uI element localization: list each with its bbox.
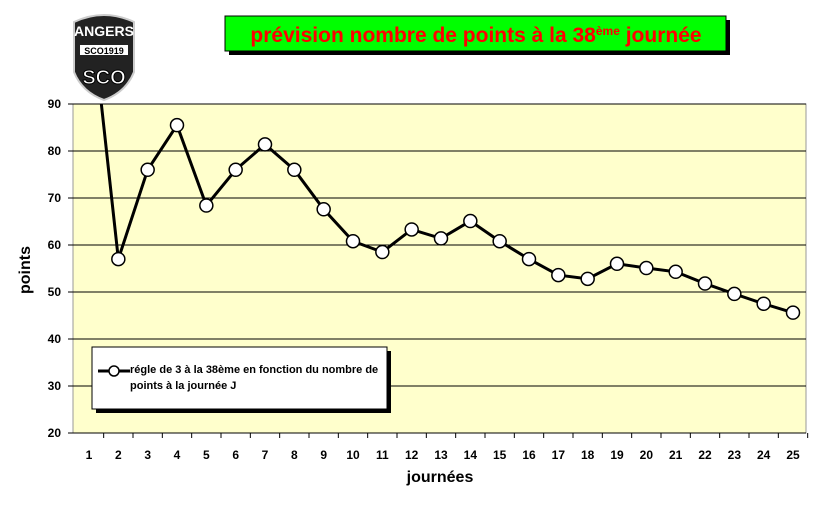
point: [668, 264, 683, 280]
x-tick-label: 13: [434, 448, 448, 462]
point: [785, 305, 801, 320]
y-tick-label: 40: [48, 332, 62, 346]
x-tick-label: 25: [786, 448, 800, 462]
x-tick-label: 10: [346, 448, 360, 462]
point: [345, 233, 361, 249]
x-tick-label: 16: [522, 448, 536, 462]
point: [756, 296, 771, 311]
point: [492, 233, 507, 249]
x-tick-label: 21: [669, 448, 683, 462]
point: [257, 137, 273, 152]
y-tick-label: 50: [48, 285, 62, 299]
point: [521, 251, 537, 267]
point: [639, 260, 654, 276]
x-tick-label: 22: [698, 448, 712, 462]
x-tick-label: 20: [640, 448, 654, 462]
x-tick-label: 9: [320, 448, 327, 462]
legend-marker: [108, 365, 120, 377]
legend-label-box: régle de 3 à la 38ème en fonction du nom…: [130, 364, 379, 392]
point: [551, 267, 566, 283]
x-tick-label: 3: [144, 448, 151, 462]
point: [463, 213, 478, 229]
x-tick-label: 4: [174, 448, 181, 462]
point: [228, 162, 243, 178]
x-tick-label: 1: [86, 448, 93, 462]
y-tick-label: 30: [48, 379, 62, 393]
point: [169, 117, 185, 133]
y-tick-label: 90: [48, 97, 62, 111]
legend-label: régle de 3 à la 38ème en fonction du nom…: [130, 364, 379, 392]
legend: [91, 346, 388, 410]
x-tick-label: 17: [552, 448, 566, 462]
point: [316, 202, 331, 217]
point: [140, 162, 155, 178]
point: [580, 271, 595, 287]
logo-name: ANGERS: [74, 23, 134, 39]
x-tick-label: 8: [291, 448, 298, 462]
point: [404, 222, 419, 237]
y-tick-label: 70: [48, 191, 62, 205]
point: [609, 256, 625, 272]
point: [727, 286, 742, 302]
y-tick-label: 60: [48, 238, 62, 252]
chart-title: prévision nombre de points à la 38ème jo…: [250, 24, 701, 47]
point: [287, 162, 302, 178]
title-text: prévision nombre de points à la 38: [250, 24, 596, 47]
x-tick-label: 12: [405, 448, 419, 462]
y-tick-label: 80: [48, 144, 62, 158]
logo: ANGERS SCO1919 SCO: [73, 14, 135, 102]
y-axis-label: points: [17, 246, 34, 294]
x-tick-label: 14: [464, 448, 478, 462]
x-tick-label: 7: [262, 448, 269, 462]
logo-letters: SCO: [82, 67, 125, 89]
x-tick-label: 15: [493, 448, 507, 462]
point: [111, 251, 126, 267]
x-tick-label: 2: [115, 448, 122, 462]
x-tick-label: 19: [610, 448, 624, 462]
logo-badge: SCO1919: [84, 46, 124, 56]
x-axis-label: journées: [406, 469, 474, 486]
x-tick-label: 6: [232, 448, 239, 462]
point: [375, 244, 390, 260]
title-after: journée: [620, 24, 702, 47]
logo-band: [80, 45, 128, 55]
logo-shield: [73, 14, 135, 102]
x-tick-label: 5: [203, 448, 210, 462]
title-box: [224, 15, 727, 52]
y-tick-label: 20: [48, 426, 62, 440]
title-sup: ème: [596, 24, 620, 38]
x-tick-label: 11: [376, 448, 389, 462]
point: [433, 231, 449, 246]
x-tick-label: 23: [728, 448, 742, 462]
x-tick-label: 24: [757, 448, 771, 462]
x-tick-label: 18: [581, 448, 595, 462]
point: [697, 276, 713, 291]
point: [199, 198, 214, 213]
